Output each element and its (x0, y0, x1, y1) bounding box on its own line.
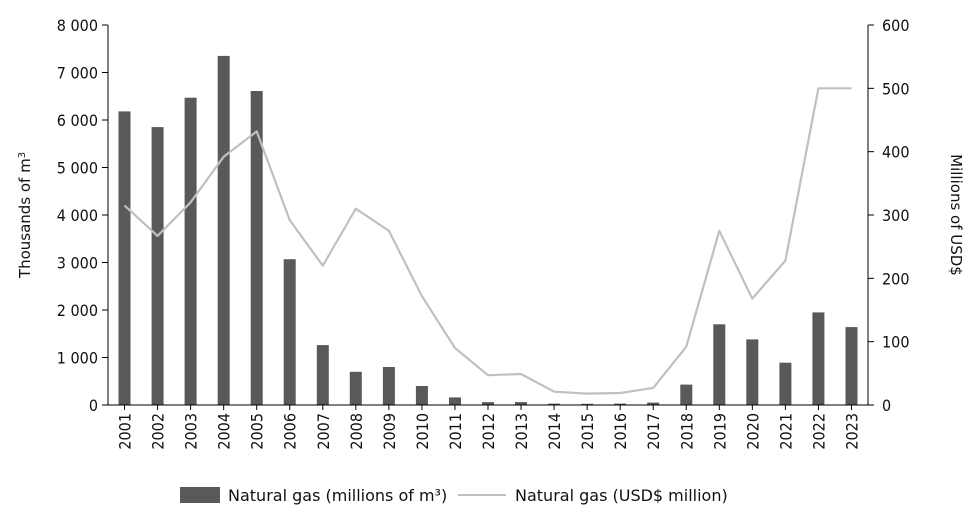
bar-2007 (316, 345, 329, 405)
left-tick-label: 5 000 (57, 159, 98, 178)
bar-2015 (581, 403, 594, 405)
right-tick-label: 300 (882, 206, 909, 225)
x-tick-label: 2021 (776, 413, 795, 450)
right-axis-ticks: 0 100 200 300 400 500 600 (868, 16, 909, 415)
bar-2006 (283, 259, 296, 405)
legend: Natural gas (millions of m³) Natural gas… (180, 486, 728, 505)
x-tick-label: 2010 (413, 413, 432, 450)
x-tick-label: 2015 (578, 413, 597, 450)
right-tick-label: 500 (882, 79, 909, 98)
y-axis-left-title-sup: 3 (17, 152, 28, 158)
x-tick-label: 2016 (611, 413, 630, 450)
x-tick-label: 2018 (677, 413, 696, 450)
x-tick-label: 2004 (215, 413, 234, 450)
x-tick-label: 2003 (182, 413, 201, 450)
legend-swatch-bar (180, 487, 220, 503)
x-tick-label: 2013 (512, 413, 531, 450)
right-tick-label: 0 (882, 396, 891, 415)
x-tick-label: 2020 (743, 413, 762, 450)
x-tick-label: 2019 (710, 413, 729, 450)
left-tick-label: 7 000 (57, 64, 98, 83)
bar-2004 (217, 55, 230, 406)
legend-label-bar: Natural gas (millions of m³) (228, 486, 447, 505)
bar-2021 (779, 362, 792, 405)
line-series (123, 87, 852, 395)
left-axis-ticks: 0 1 000 2 000 3 000 4 000 5 000 6 000 7 000 8 00… (57, 16, 108, 415)
y-axis-left-title-main: Thousands of m (16, 158, 34, 279)
bar-2010 (415, 386, 428, 405)
x-tick-label: 2007 (314, 413, 333, 450)
y-axis-left-title: Thousands of m3 (16, 152, 34, 279)
x-tick-label: 2001 (116, 413, 135, 450)
legend-label-line: Natural gas (USD$ million) (515, 486, 728, 505)
bar-2018 (680, 384, 693, 405)
bar-2019 (713, 324, 726, 406)
bar-2012 (482, 402, 494, 405)
right-tick-label: 100 (882, 333, 909, 352)
right-tick-label: 200 (882, 269, 909, 288)
bar-2001 (118, 111, 131, 406)
bar-2023 (845, 327, 858, 405)
x-tick-label: 2022 (809, 413, 828, 450)
right-tick-label: 400 (882, 143, 909, 162)
bar-2014 (548, 403, 561, 405)
bar-2002 (151, 127, 164, 405)
x-tick-label: 2008 (347, 413, 366, 450)
x-tick-label: 2006 (281, 413, 300, 450)
x-tick-label: 2012 (479, 413, 498, 450)
bar-2011 (449, 397, 461, 405)
bar-2005 (250, 91, 263, 405)
line-natural-gas-usd (123, 87, 852, 395)
bar-2008 (349, 371, 362, 406)
left-tick-label: 3 000 (57, 254, 98, 273)
x-tick-label: 2009 (380, 413, 399, 450)
x-tick-label: 2002 (149, 413, 168, 450)
bar-2009 (382, 367, 395, 405)
bar-series (118, 55, 858, 406)
bar-2013 (515, 402, 527, 405)
left-tick-label: 8 000 (57, 16, 98, 35)
y-axis-right-title: Millions of USD$ (947, 154, 964, 276)
left-tick-label: 0 (89, 396, 98, 415)
x-tick-label: 2005 (248, 413, 267, 450)
bar-2020 (746, 339, 759, 405)
x-axis-ticks: 2001 2002 2003 2004 2005 2006 2007 2008 2009 2010… (116, 405, 862, 450)
left-tick-label: 4 000 (57, 206, 98, 225)
right-tick-label: 600 (882, 16, 909, 35)
x-tick-label: 2011 (446, 413, 465, 450)
x-tick-label: 2014 (545, 413, 564, 450)
bar-2016 (614, 403, 627, 405)
x-tick-label: 2017 (644, 413, 663, 450)
left-tick-label: 2 000 (57, 301, 98, 320)
x-tick-label: 2023 (843, 413, 862, 450)
left-tick-label: 1 000 (57, 349, 98, 368)
bar-2022 (812, 312, 825, 405)
left-tick-label: 6 000 (57, 111, 98, 130)
bar-2017 (647, 402, 660, 405)
bar-2003 (184, 97, 197, 405)
